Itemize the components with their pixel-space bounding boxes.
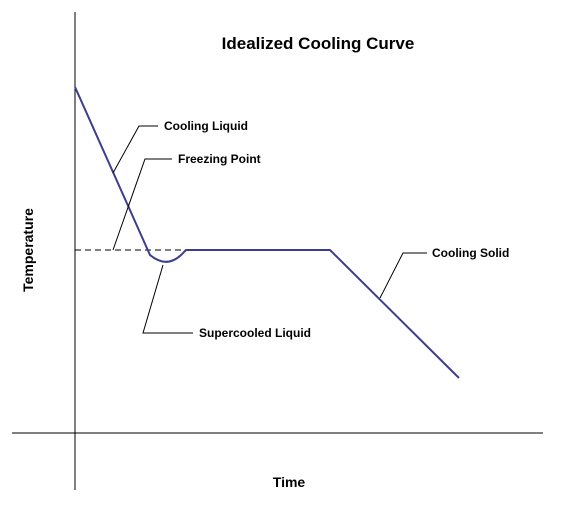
cooling-curve-line: [74, 86, 460, 379]
cooling-solid-leader: [379, 252, 427, 299]
y-axis-label: Temperature: [20, 208, 36, 292]
supercooled-liquid-leader: [142, 264, 193, 334]
diagram-title: Idealized Cooling Curve: [222, 34, 415, 53]
cooling-solid-label: Cooling Solid: [432, 246, 509, 260]
cooling-liquid-label: Cooling Liquid: [164, 119, 248, 133]
freezing-point-label: Freezing Point: [178, 152, 261, 166]
freezing-point-leader: [112, 158, 172, 251]
x-axis-label: Time: [273, 474, 306, 490]
cooling-liquid-leader: [112, 125, 158, 174]
supercooled-liquid-label: Supercooled Liquid: [199, 326, 311, 340]
